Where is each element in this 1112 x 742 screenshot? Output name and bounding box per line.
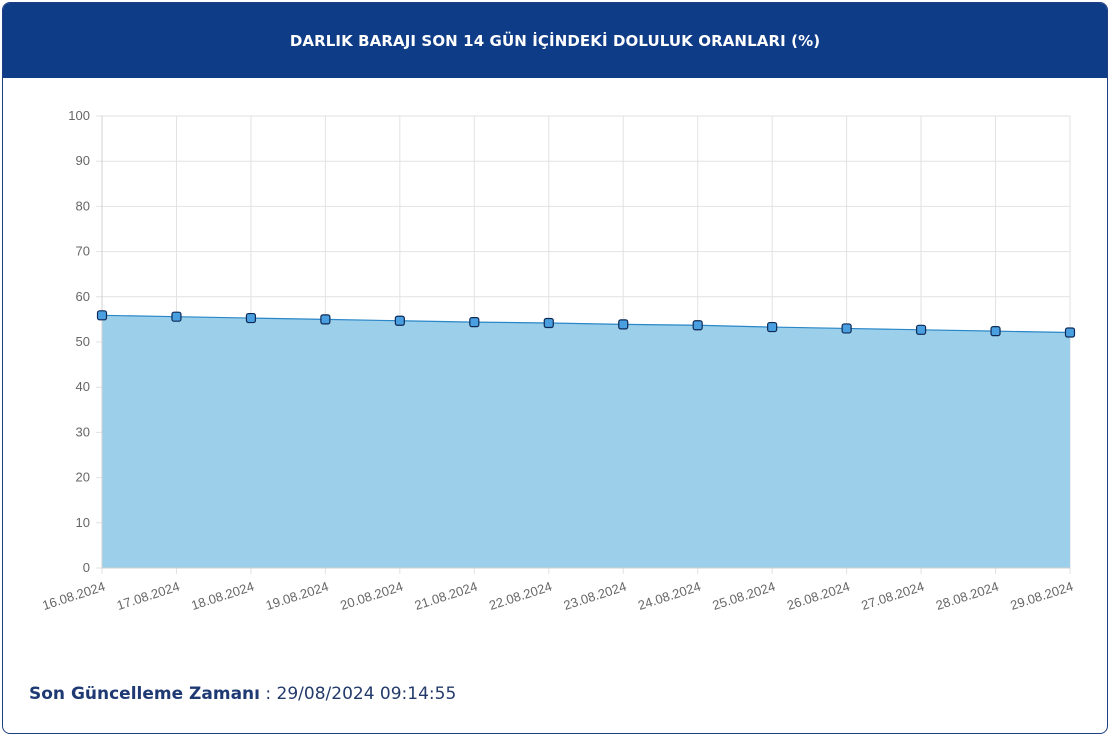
x-tick-label: 25.08.2024 [711, 579, 778, 613]
x-tick-label: 18.08.2024 [189, 579, 256, 613]
y-tick-label: 70 [76, 244, 90, 259]
data-point [841, 323, 852, 334]
series-area [102, 315, 1070, 568]
y-tick-label: 90 [76, 153, 90, 168]
x-tick-label: 20.08.2024 [338, 579, 405, 613]
card-header: DARLIK BARAJI SON 14 GÜN İÇİNDEKİ DOLULU… [3, 3, 1107, 78]
x-tick-label: 21.08.2024 [413, 579, 480, 613]
last-update-value: 29/08/2024 09:14:55 [276, 684, 457, 704]
last-update-label: Son Güncelleme Zamanı [29, 684, 260, 704]
data-point [320, 314, 331, 325]
x-tick-label: 24.08.2024 [636, 579, 703, 613]
x-tick-label: 17.08.2024 [115, 579, 182, 613]
x-tick-label: 16.08.2024 [40, 579, 107, 613]
occupancy-area-chart: 0 10 20 30 40 50 60 70 80 90 100 16.08.2024 17.08.20… [40, 108, 1076, 613]
y-tick-label: 20 [76, 470, 90, 485]
y-tick-label: 60 [76, 289, 90, 304]
chart-title: DARLIK BARAJI SON 14 GÜN İÇİNDEKİ DOLULU… [289, 31, 821, 50]
data-point [171, 311, 182, 322]
y-tick-label: 30 [76, 424, 90, 439]
x-tick-label: 26.08.2024 [785, 579, 852, 613]
data-point [692, 320, 703, 331]
data-point [767, 321, 778, 333]
x-tick-label: 22.08.2024 [487, 579, 554, 613]
x-tick-label: 27.08.2024 [859, 579, 926, 613]
y-tick-label: 100 [68, 108, 90, 123]
data-point [543, 317, 554, 329]
data-point [915, 324, 927, 335]
data-point [96, 310, 108, 321]
data-point [245, 312, 257, 324]
x-tick-label: 28.08.2024 [934, 579, 1001, 613]
y-tick-label: 10 [76, 515, 90, 530]
data-point [990, 326, 1001, 337]
y-tick-label: 0 [83, 560, 90, 575]
x-tick-label: 19.08.2024 [264, 579, 331, 613]
x-tick-label: 23.08.2024 [562, 579, 629, 613]
last-update: Son Güncelleme Zamanı : 29/08/2024 09:14… [29, 684, 456, 704]
data-point [469, 317, 480, 328]
y-tick-label: 50 [76, 334, 90, 349]
data-point [1064, 327, 1076, 338]
last-update-separator: : [259, 684, 277, 704]
data-point [394, 315, 405, 326]
y-tick-label: 80 [76, 198, 90, 213]
x-tick-label: 29.08.2024 [1008, 579, 1075, 613]
data-point [618, 319, 629, 330]
series-line [101, 314, 1071, 334]
y-tick-label: 40 [76, 379, 90, 394]
